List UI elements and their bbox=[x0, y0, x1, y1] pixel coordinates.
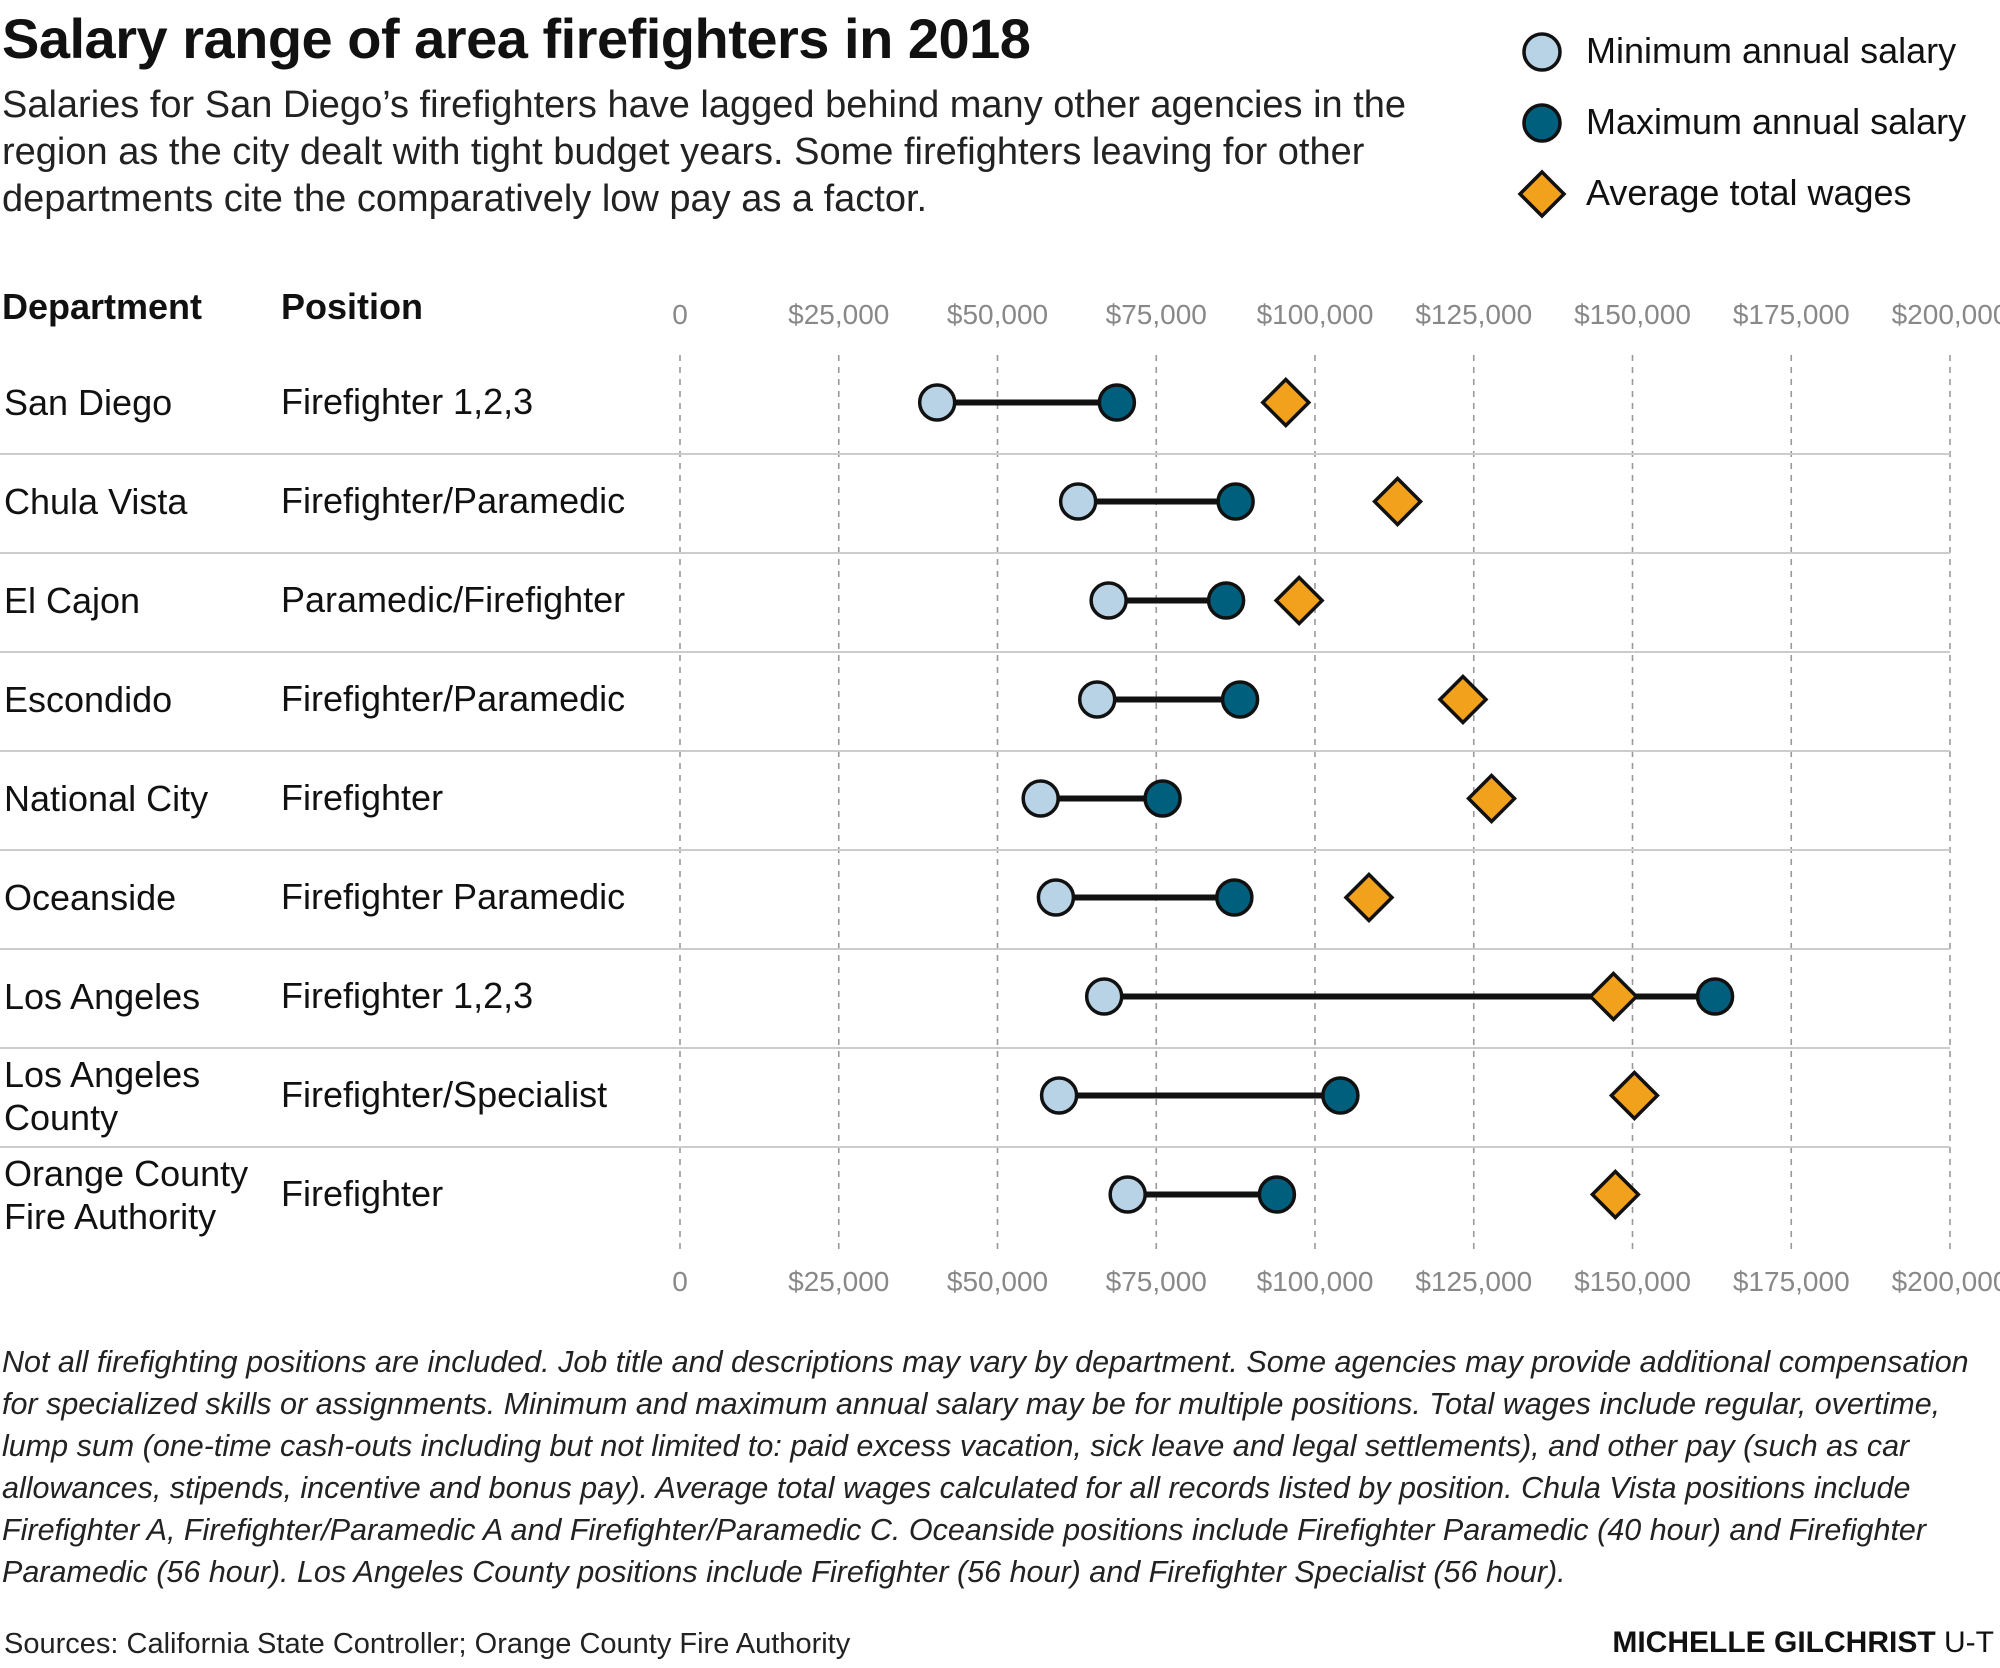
avg-wages-point bbox=[1343, 872, 1395, 923]
top-tick-label-1: $25,000 bbox=[788, 299, 890, 330]
max-salary-point bbox=[1215, 878, 1254, 917]
credit-name: MICHELLE GILCHRIST bbox=[1612, 1626, 1936, 1659]
avg-wages-point bbox=[1608, 1070, 1660, 1121]
avg-wages-point bbox=[1273, 575, 1325, 626]
legend-max-marker bbox=[1522, 103, 1562, 143]
bottom-tick-label-5: $125,000 bbox=[1415, 1266, 1533, 1297]
legend-item-max: Maximum annual salary bbox=[1512, 95, 1992, 151]
top-tick-label-3: $75,000 bbox=[1105, 299, 1207, 330]
position-label: Paramedic/Firefighter bbox=[281, 578, 626, 620]
max-salary-point bbox=[1257, 1175, 1297, 1214]
position-label: Firefighter Paramedic bbox=[281, 875, 626, 917]
department-column-header: Department bbox=[2, 286, 203, 327]
avg-wages-point bbox=[1587, 971, 1639, 1022]
legend-avg-label: Average total wages bbox=[1586, 172, 1912, 213]
chart-subtitle: Salaries for San Diego’s firefighters ha… bbox=[2, 84, 1407, 220]
avg-wages-point bbox=[1589, 1169, 1641, 1220]
chart-title: Salary range of area firefighters in 201… bbox=[2, 7, 1031, 70]
top-tick-label-4: $100,000 bbox=[1256, 299, 1374, 330]
max-salary-point bbox=[1216, 482, 1255, 521]
credit: MICHELLE GILCHRIST U-T bbox=[1612, 1626, 1994, 1660]
department-label: Los Angeles bbox=[4, 975, 201, 1017]
min-salary-point bbox=[917, 383, 957, 422]
credit-org: U-T bbox=[1944, 1626, 1994, 1659]
legend-min-marker bbox=[1522, 32, 1562, 72]
min-salary-point bbox=[1039, 1076, 1079, 1115]
max-salary-point bbox=[1695, 977, 1735, 1016]
department-label: Orange County Fire Authority bbox=[4, 1152, 249, 1237]
min-salary-point bbox=[1036, 878, 1076, 917]
department-label: El Cajon bbox=[4, 579, 141, 621]
department-label: Chula Vista bbox=[4, 480, 188, 522]
top-tick-label-0: 0 bbox=[672, 299, 688, 330]
department-label: San Diego bbox=[4, 381, 173, 423]
min-salary-point bbox=[1108, 1175, 1147, 1214]
top-tick-label-7: $175,000 bbox=[1732, 299, 1850, 330]
department-label: Oceanside bbox=[4, 876, 177, 918]
max-salary-point bbox=[1097, 383, 1137, 422]
footnote: Not all firefighting positions are inclu… bbox=[2, 1345, 1969, 1589]
min-salary-point bbox=[1077, 680, 1117, 719]
legend-item-avg: Average total wages bbox=[1512, 166, 1992, 222]
max-salary-point bbox=[1143, 779, 1182, 818]
min-salary-point bbox=[1089, 581, 1128, 620]
department-label: Escondido bbox=[4, 678, 173, 720]
position-label: Firefighter/Paramedic bbox=[281, 677, 626, 719]
bottom-tick-label-8: $200,000 bbox=[1891, 1266, 2000, 1297]
bottom-tick-label-0: 0 bbox=[672, 1266, 688, 1297]
bottom-tick-label-7: $175,000 bbox=[1732, 1266, 1850, 1297]
legend-max-label: Maximum annual salary bbox=[1586, 101, 1967, 142]
position-label: Firefighter 1,2,3 bbox=[281, 380, 534, 422]
bottom-tick-label-3: $75,000 bbox=[1105, 1266, 1207, 1297]
top-tick-label-8: $200,000 bbox=[1891, 299, 2000, 330]
department-label: National City bbox=[4, 777, 209, 819]
position-label: Firefighter bbox=[281, 1172, 444, 1214]
position-label: Firefighter bbox=[281, 776, 444, 818]
bottom-tick-label-6: $150,000 bbox=[1574, 1266, 1691, 1297]
plot-area bbox=[0, 355, 1951, 1250]
avg-wages-point bbox=[1372, 476, 1424, 527]
bottom-tick-label-4: $100,000 bbox=[1256, 1266, 1374, 1297]
position-label: Firefighter/Paramedic bbox=[281, 479, 626, 521]
legend-avg-marker bbox=[1517, 169, 1567, 219]
position-label: Firefighter/Specialist bbox=[281, 1073, 608, 1115]
max-salary-point bbox=[1206, 581, 1246, 620]
avg-wages-point bbox=[1260, 377, 1312, 428]
min-salary-point bbox=[1021, 779, 1060, 818]
min-salary-point bbox=[1084, 977, 1124, 1016]
bottom-tick-label-2: $50,000 bbox=[946, 1266, 1049, 1297]
sources: Sources: California State Controller; Or… bbox=[4, 1628, 851, 1660]
max-salary-point bbox=[1321, 1076, 1360, 1115]
legend-min-label: Minimum annual salary bbox=[1586, 30, 1957, 71]
max-salary-point bbox=[1220, 680, 1260, 719]
bottom-tick-label-1: $25,000 bbox=[788, 1266, 890, 1297]
legend-item-min: Minimum annual salary bbox=[1512, 24, 1992, 80]
top-tick-label-6: $150,000 bbox=[1574, 299, 1691, 330]
top-tick-label-5: $125,000 bbox=[1415, 299, 1533, 330]
avg-wages-point bbox=[1437, 674, 1489, 725]
min-salary-point bbox=[1058, 482, 1098, 521]
top-tick-label-2: $50,000 bbox=[946, 299, 1049, 330]
position-label: Firefighter 1,2,3 bbox=[281, 974, 534, 1016]
avg-wages-point bbox=[1466, 773, 1518, 824]
department-label: Los Angeles County bbox=[4, 1053, 201, 1138]
position-column-header: Position bbox=[281, 286, 423, 327]
